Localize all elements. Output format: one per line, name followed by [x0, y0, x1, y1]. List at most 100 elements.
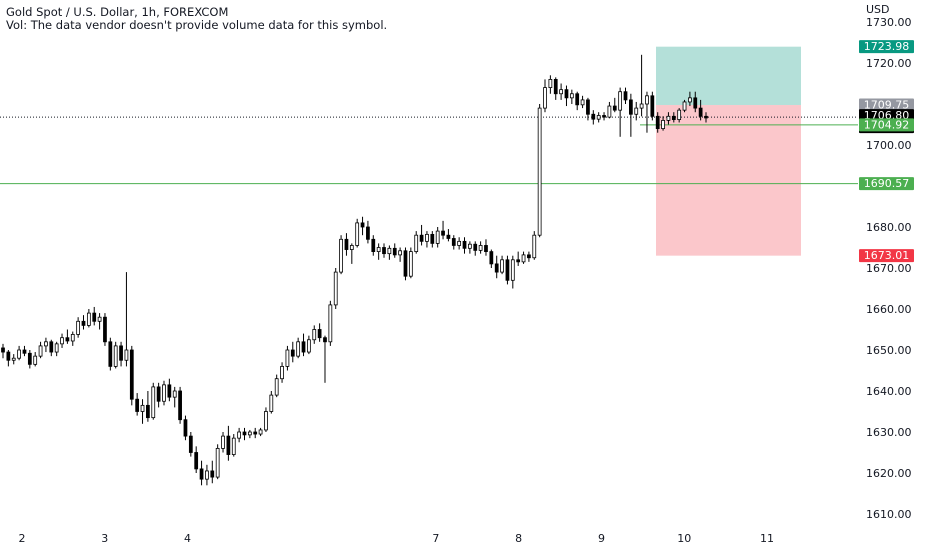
y-tick-label: 1650.00 — [866, 344, 912, 357]
candle — [387, 245, 392, 260]
loss-zone[interactable] — [656, 105, 801, 256]
candle-body — [307, 339, 311, 353]
candle-body — [505, 259, 510, 281]
candle-body — [580, 99, 585, 106]
candle — [419, 224, 424, 246]
candle — [376, 243, 381, 260]
candle — [494, 255, 499, 279]
candle — [258, 427, 263, 437]
candle — [27, 350, 32, 369]
candle — [704, 112, 708, 123]
candle-body — [301, 341, 306, 353]
candle — [677, 108, 682, 123]
candle — [478, 241, 483, 254]
candle-body — [451, 238, 456, 246]
candle-body — [226, 435, 231, 455]
price-label-box — [859, 98, 914, 112]
candle-body — [564, 89, 569, 99]
candle-body — [151, 386, 156, 419]
candle — [349, 243, 354, 264]
symbol-title[interactable]: Gold Spot / U.S. Dollar, 1h, FOREXCOM — [6, 5, 229, 19]
candle-body — [484, 245, 488, 252]
candle — [205, 464, 209, 486]
candle — [586, 97, 590, 121]
candle — [575, 91, 580, 111]
x-tick-label: 2 — [19, 532, 26, 545]
candle-body — [419, 234, 424, 242]
candle — [146, 391, 150, 422]
candle — [194, 446, 199, 473]
candle — [103, 313, 107, 346]
candle — [527, 251, 531, 262]
candle-body — [103, 316, 107, 343]
candle-body — [355, 222, 360, 246]
x-tick-label: 3 — [101, 532, 108, 545]
candle-body — [156, 386, 161, 402]
candle — [97, 313, 102, 330]
horizontal-lines[interactable] — [0, 116, 858, 185]
candle — [355, 218, 360, 248]
candle — [38, 341, 43, 359]
candle-body — [183, 419, 188, 437]
candle — [382, 243, 386, 258]
candle-body — [569, 93, 574, 99]
x-tick-label: 8 — [515, 532, 522, 545]
candle-body — [586, 99, 590, 115]
candle-body — [666, 115, 671, 121]
y-tick-label: 1730.00 — [866, 16, 912, 29]
candle-body — [269, 394, 274, 412]
candle — [344, 233, 349, 256]
candle-body — [129, 349, 134, 400]
candle-body — [688, 97, 692, 103]
candle — [140, 399, 145, 424]
candle-body — [360, 222, 365, 228]
candle-body — [489, 251, 494, 265]
candle — [623, 87, 628, 104]
candle — [1, 343, 5, 359]
candle — [167, 378, 172, 402]
candle — [215, 444, 220, 480]
candle-body — [258, 429, 263, 435]
candle — [484, 239, 488, 256]
candle-body — [607, 105, 612, 118]
candle-body — [253, 431, 258, 435]
candle — [296, 337, 301, 359]
candle — [435, 227, 440, 248]
y-tick-label: 1700.00 — [866, 139, 912, 152]
candle — [188, 432, 193, 457]
candle — [328, 300, 333, 346]
candle-body — [146, 404, 150, 419]
position-zones[interactable] — [656, 46, 801, 256]
candle-body — [548, 79, 553, 89]
candle-body — [296, 341, 301, 357]
candle — [199, 460, 204, 486]
candle — [54, 341, 59, 357]
candle — [210, 460, 215, 484]
candle-body — [22, 349, 27, 354]
candle-body — [86, 312, 91, 326]
candle-body — [628, 99, 633, 115]
candle-body — [333, 271, 338, 306]
candle-body — [119, 345, 123, 361]
candle-body — [559, 89, 563, 95]
time-axis[interactable]: 2 3 4 7 8 9 10 11 — [19, 532, 775, 545]
candle-body — [671, 115, 676, 120]
candle-body — [44, 341, 48, 347]
candle — [430, 231, 435, 248]
candle-body — [205, 470, 209, 480]
candle-body — [387, 247, 392, 255]
candle — [323, 335, 327, 383]
candle — [607, 101, 612, 119]
candle-body — [478, 245, 483, 251]
candle-body — [408, 251, 413, 277]
price-axis[interactable]: USD 1730.001720.001710.001700.001690.001… — [866, 3, 912, 521]
candle-body — [382, 247, 386, 255]
candle — [612, 97, 617, 113]
profit-zone[interactable] — [656, 46, 801, 106]
candle — [108, 337, 113, 371]
candle — [231, 434, 236, 457]
candle-body — [17, 349, 21, 359]
candle — [510, 255, 515, 289]
candle-body — [188, 435, 193, 453]
